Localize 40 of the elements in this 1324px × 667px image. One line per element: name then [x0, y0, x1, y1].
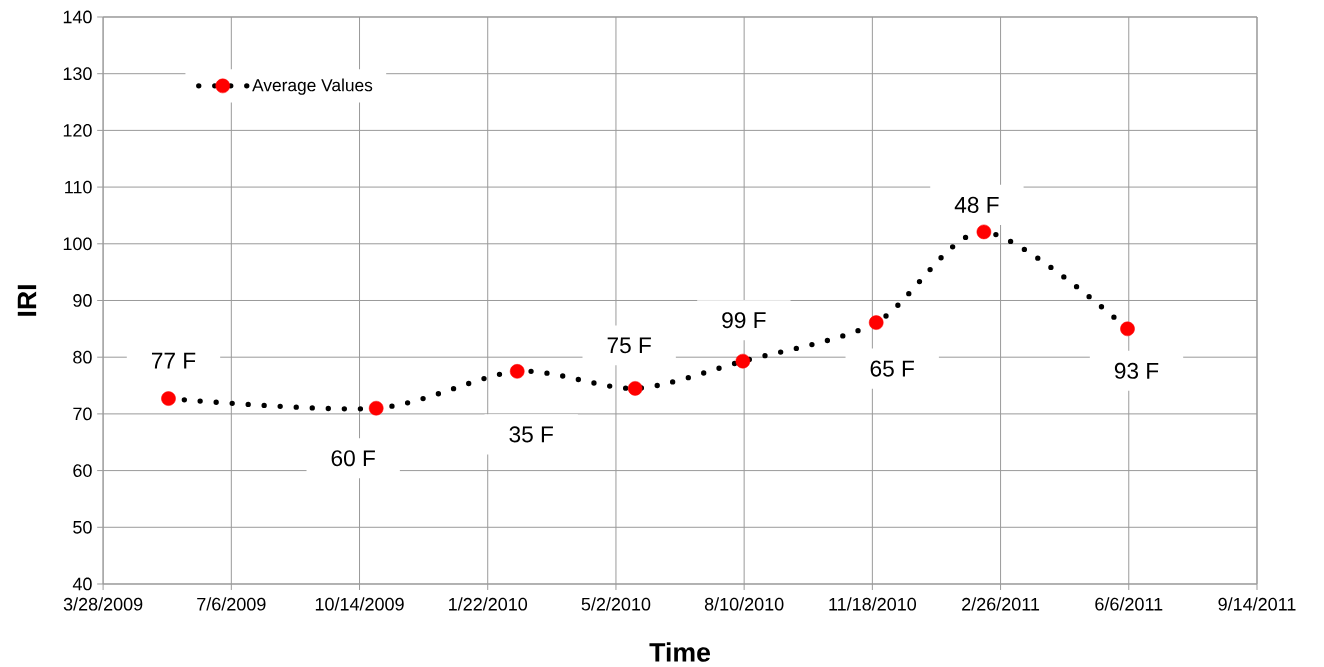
annotation: 99 F	[722, 312, 766, 329]
annotation: 48 F	[954, 196, 999, 213]
x-axis-title: Time	[649, 642, 711, 662]
y-tick-label: 100	[63, 237, 92, 251]
annotation: 60 F	[331, 450, 375, 467]
point	[1120, 321, 1135, 337]
point	[976, 224, 992, 240]
x-tick-label: 11/18/2010	[829, 597, 917, 611]
annotation: 93 F	[1114, 362, 1159, 379]
y-tick-label: 110	[65, 180, 92, 194]
y-tick-label: 80	[73, 350, 92, 364]
y-tick-label: 130	[63, 67, 92, 81]
y-tick-label: 120	[63, 124, 92, 137]
point	[161, 391, 176, 406]
annotation: 65 F	[870, 360, 914, 377]
y-tick-label: 40	[72, 577, 92, 591]
y-tick-label: 90	[73, 294, 92, 307]
point	[509, 364, 525, 379]
annotation: 75 F	[607, 337, 651, 354]
x-tick-label: 5/2/2010	[581, 597, 651, 611]
x-tick-label: 3/28/2009	[63, 597, 143, 611]
y-axis-title: IRI	[17, 285, 37, 316]
x-tick-label: 1/22/2010	[449, 597, 528, 611]
point	[735, 353, 751, 369]
x-tick-label: 6/6/2011	[1095, 597, 1163, 611]
y-tick-label: 60	[73, 464, 92, 477]
y-tick-label: 50	[73, 520, 92, 534]
x-tick-label: 9/14/2011	[1218, 597, 1296, 611]
y-tick-label: 140	[63, 10, 92, 24]
x-tick-label: 10/14/2009	[315, 597, 404, 611]
point	[868, 315, 884, 330]
x-tick-label: 7/6/2009	[197, 597, 266, 611]
point	[627, 381, 643, 396]
legend-label: Average Values	[252, 78, 373, 95]
annotation: 77 F	[151, 352, 196, 369]
point	[368, 400, 384, 416]
y-tick-label: 70	[73, 407, 92, 421]
annotation: 35 F	[509, 426, 553, 443]
x-tick-label: 8/10/2010	[704, 597, 784, 611]
x-tick-label: 2/26/2011	[962, 597, 1040, 611]
